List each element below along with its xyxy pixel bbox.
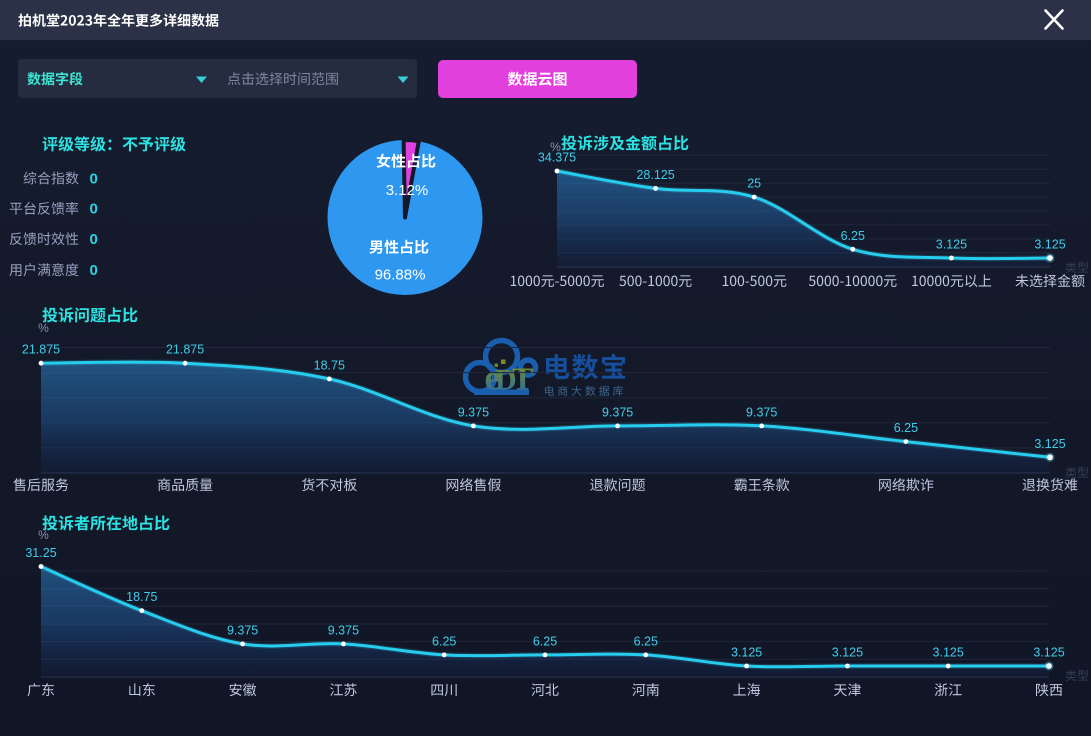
svg-text:3.125: 3.125 — [1034, 437, 1065, 451]
svg-text:3.125: 3.125 — [1034, 238, 1065, 252]
svg-text:0: 0 — [90, 201, 98, 218]
svg-text:3.125: 3.125 — [731, 646, 762, 660]
svg-text:3.12%: 3.12% — [386, 182, 429, 199]
svg-text:9.375: 9.375 — [746, 405, 777, 419]
svg-text:21.875: 21.875 — [22, 343, 60, 357]
svg-text:%: % — [38, 321, 49, 335]
svg-text:0: 0 — [90, 170, 98, 187]
svg-text:18.75: 18.75 — [314, 358, 345, 372]
svg-text:%: % — [38, 528, 49, 542]
svg-text:25: 25 — [747, 177, 761, 191]
svg-text:6.25: 6.25 — [432, 634, 456, 648]
svg-text:21.875: 21.875 — [166, 343, 204, 357]
svg-text:18.75: 18.75 — [126, 590, 157, 604]
svg-text:9.375: 9.375 — [602, 405, 633, 419]
svg-text:3.125: 3.125 — [1033, 646, 1064, 660]
svg-text:e: e — [485, 358, 501, 398]
svg-text:6.25: 6.25 — [533, 634, 557, 648]
svg-text:3.125: 3.125 — [936, 238, 967, 252]
svg-text:D: D — [495, 364, 517, 397]
svg-text:28.125: 28.125 — [636, 168, 674, 182]
svg-text:3.125: 3.125 — [933, 646, 964, 660]
svg-text:96.88%: 96.88% — [375, 267, 426, 284]
svg-text:0: 0 — [90, 262, 98, 279]
svg-text:%: % — [550, 140, 561, 154]
svg-text:34.375: 34.375 — [538, 151, 576, 165]
svg-text:9.375: 9.375 — [328, 623, 359, 637]
svg-text:6.25: 6.25 — [634, 634, 658, 648]
svg-text:T: T — [512, 361, 533, 397]
svg-text:0: 0 — [90, 231, 98, 248]
svg-text:6.25: 6.25 — [894, 421, 918, 435]
svg-text:6.25: 6.25 — [841, 229, 865, 243]
svg-text:3.125: 3.125 — [832, 646, 863, 660]
svg-text:9.375: 9.375 — [227, 623, 258, 637]
svg-text:9.375: 9.375 — [458, 405, 489, 419]
svg-text:31.25: 31.25 — [25, 546, 56, 560]
